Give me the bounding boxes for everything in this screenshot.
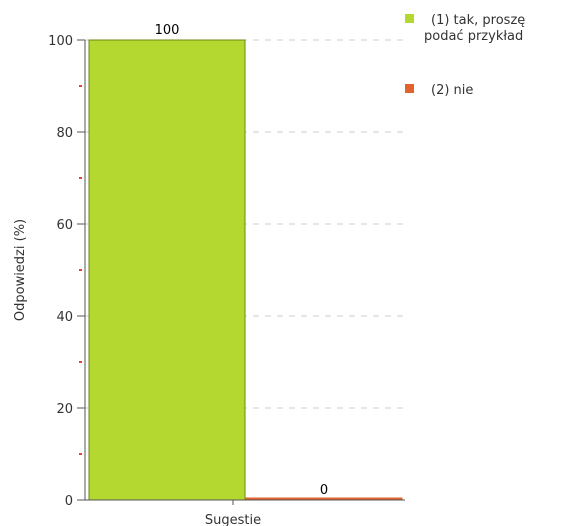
y-tick-label: 40: [56, 310, 73, 325]
bar-series-1: [88, 39, 246, 501]
value-labels: 100 0: [155, 23, 329, 498]
y-tick-label: 100: [48, 34, 73, 49]
bars: [88, 39, 403, 501]
x-category-label: Sugestie: [205, 513, 261, 526]
y-tick-label: 0: [65, 494, 73, 509]
axes: [84, 40, 405, 501]
data-label-series-2: 0: [320, 483, 328, 498]
legend-swatch-series-2: [405, 84, 414, 93]
legend-label-series-1: (1) tak, proszę: [431, 13, 525, 28]
y-tick-label: 20: [56, 402, 73, 417]
legend-label-series-2: (2) nie: [431, 83, 473, 98]
x-category-labels: Sugestie: [205, 500, 261, 526]
legend-swatch-series-1: [405, 14, 414, 23]
y-axis-title: Odpowiedzi (%): [13, 219, 28, 321]
y-ticks: 0 20 40 60 80 100: [48, 34, 85, 509]
legend-label-series-1: podać przykład: [424, 29, 523, 44]
y-tick-label: 60: [56, 218, 73, 233]
data-label-series-1: 100: [155, 23, 180, 38]
y-tick-label: 80: [56, 126, 73, 141]
